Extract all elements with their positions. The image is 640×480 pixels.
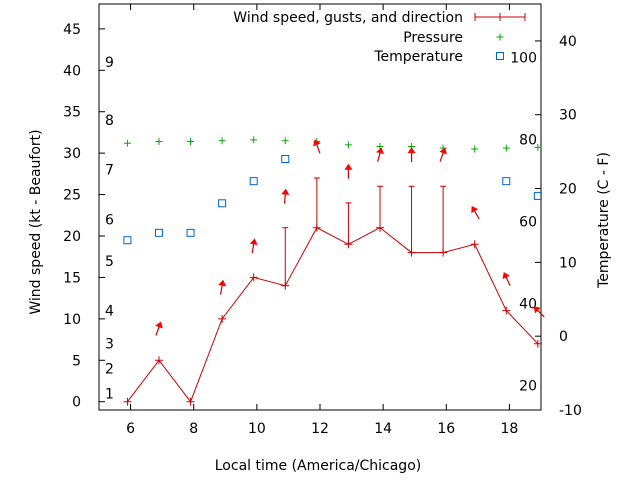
pressure-point	[187, 138, 195, 146]
temperature-point	[533, 191, 542, 200]
beaufort-label: 4	[105, 304, 114, 320]
beaufort-label: 6	[105, 212, 114, 228]
temperature-point	[123, 236, 132, 245]
y-tick-label: 45	[63, 22, 81, 38]
wind-speed-point	[407, 248, 416, 257]
plot-border	[98, 3, 542, 411]
wind-speed-point	[249, 273, 258, 282]
y-tick-label: 30	[63, 146, 81, 162]
legend-sample-pressure	[496, 33, 504, 41]
fahrenheit-label: 80	[519, 132, 537, 148]
x-tick-label: 8	[189, 421, 198, 437]
wind-speed-point	[502, 306, 511, 315]
y2-tick-label: 20	[559, 182, 577, 198]
beaufort-label: 7	[105, 163, 114, 179]
wind-speed-point	[533, 339, 542, 348]
wind-direction-arrow	[344, 163, 353, 179]
beaufort-label: 5	[105, 254, 114, 270]
wind-direction-arrow	[281, 188, 290, 204]
y-tick-label: 15	[63, 270, 81, 286]
fahrenheit-label: 60	[519, 214, 537, 230]
wind-speed-point	[375, 223, 384, 232]
y-tick-label: 0	[72, 395, 81, 411]
legend-label-wind: Wind speed, gusts, and direction	[233, 10, 463, 26]
wind-speed-point	[281, 281, 290, 290]
beaufort-label: 2	[105, 362, 114, 378]
wind-direction-arrow	[471, 205, 480, 220]
x-tick-label: 6	[126, 421, 135, 437]
temperature-point	[218, 199, 227, 208]
fahrenheit-label: 100	[510, 50, 537, 66]
legend-label-pressure: Pressure	[403, 30, 463, 46]
wind-direction-arrow	[249, 238, 258, 254]
beaufort-label: 1	[105, 386, 114, 402]
x-axis-label: Local time (America/Chicago)	[215, 458, 421, 474]
wind-speed-point	[154, 356, 163, 365]
temperature-point	[154, 228, 163, 237]
wind-direction-arrow	[533, 306, 545, 318]
temperature-point	[186, 228, 195, 237]
y2-tick-label: 30	[559, 108, 577, 124]
pressure-point	[218, 137, 226, 145]
y2-tick-label: 10	[559, 255, 577, 271]
y-axis-label: Wind speed (kt - Beaufort)	[28, 129, 44, 314]
fahrenheit-label: 40	[519, 296, 537, 312]
wind-speed-point	[123, 397, 132, 406]
temperature-point	[281, 155, 290, 164]
wind-direction-arrow	[439, 147, 447, 162]
legend: Wind speed, gusts, and direction Pressur…	[233, 10, 526, 65]
x-tick-label: 18	[501, 421, 519, 437]
temperature-point	[502, 177, 511, 186]
legend-sample-wind-marks	[474, 13, 526, 21]
pressure-point	[471, 145, 479, 153]
wind-direction-arrow	[218, 279, 227, 295]
y-tick-label: 20	[63, 229, 81, 245]
y-tick-label: 5	[72, 353, 81, 369]
pressure-point	[502, 144, 510, 152]
y2-tick-label: 0	[559, 329, 568, 345]
beaufort-label: 3	[105, 337, 114, 353]
y-tick-label: 40	[63, 63, 81, 79]
y-tick-label: 25	[63, 188, 81, 204]
fahrenheit-label: 20	[519, 378, 537, 394]
x-tick-label: 10	[248, 421, 266, 437]
pressure-point	[250, 136, 258, 144]
beaufort-label: 8	[105, 113, 114, 129]
pressure-point	[155, 138, 163, 146]
wind-direction-arrow	[502, 271, 511, 286]
y2-axis-label: Temperature (C - F)	[596, 152, 612, 289]
wind-speed-point	[344, 240, 353, 249]
pressure-point	[281, 137, 289, 145]
wind-speed-point	[312, 223, 321, 232]
beaufort-label: 9	[105, 55, 114, 71]
legend-label-temperature: Temperature	[373, 49, 463, 65]
pressure-point	[123, 139, 131, 147]
wind-direction-arrow	[376, 147, 384, 162]
y2-tick-label: -10	[559, 403, 582, 419]
legend-sample-temperature	[496, 52, 504, 60]
pressure-point	[344, 141, 352, 149]
wind-speed-point	[439, 248, 448, 257]
wind-direction-arrow	[155, 321, 163, 336]
wind-speed-point	[186, 397, 195, 406]
y-tick-label: 10	[63, 312, 81, 328]
wind-direction-arrow	[407, 147, 416, 163]
x-tick-label: 12	[311, 421, 329, 437]
wind-speed-point	[218, 314, 227, 323]
temperature-point	[249, 177, 258, 186]
x-tick-label: 14	[374, 421, 392, 437]
y-tick-label: 35	[63, 105, 81, 121]
wind-speed-line	[127, 227, 539, 403]
wind-direction-arrow	[313, 139, 321, 154]
y2-tick-label: 40	[559, 34, 577, 50]
wind-speed-point	[470, 240, 479, 249]
x-tick-label: 16	[437, 421, 455, 437]
pressure-point	[534, 143, 542, 151]
